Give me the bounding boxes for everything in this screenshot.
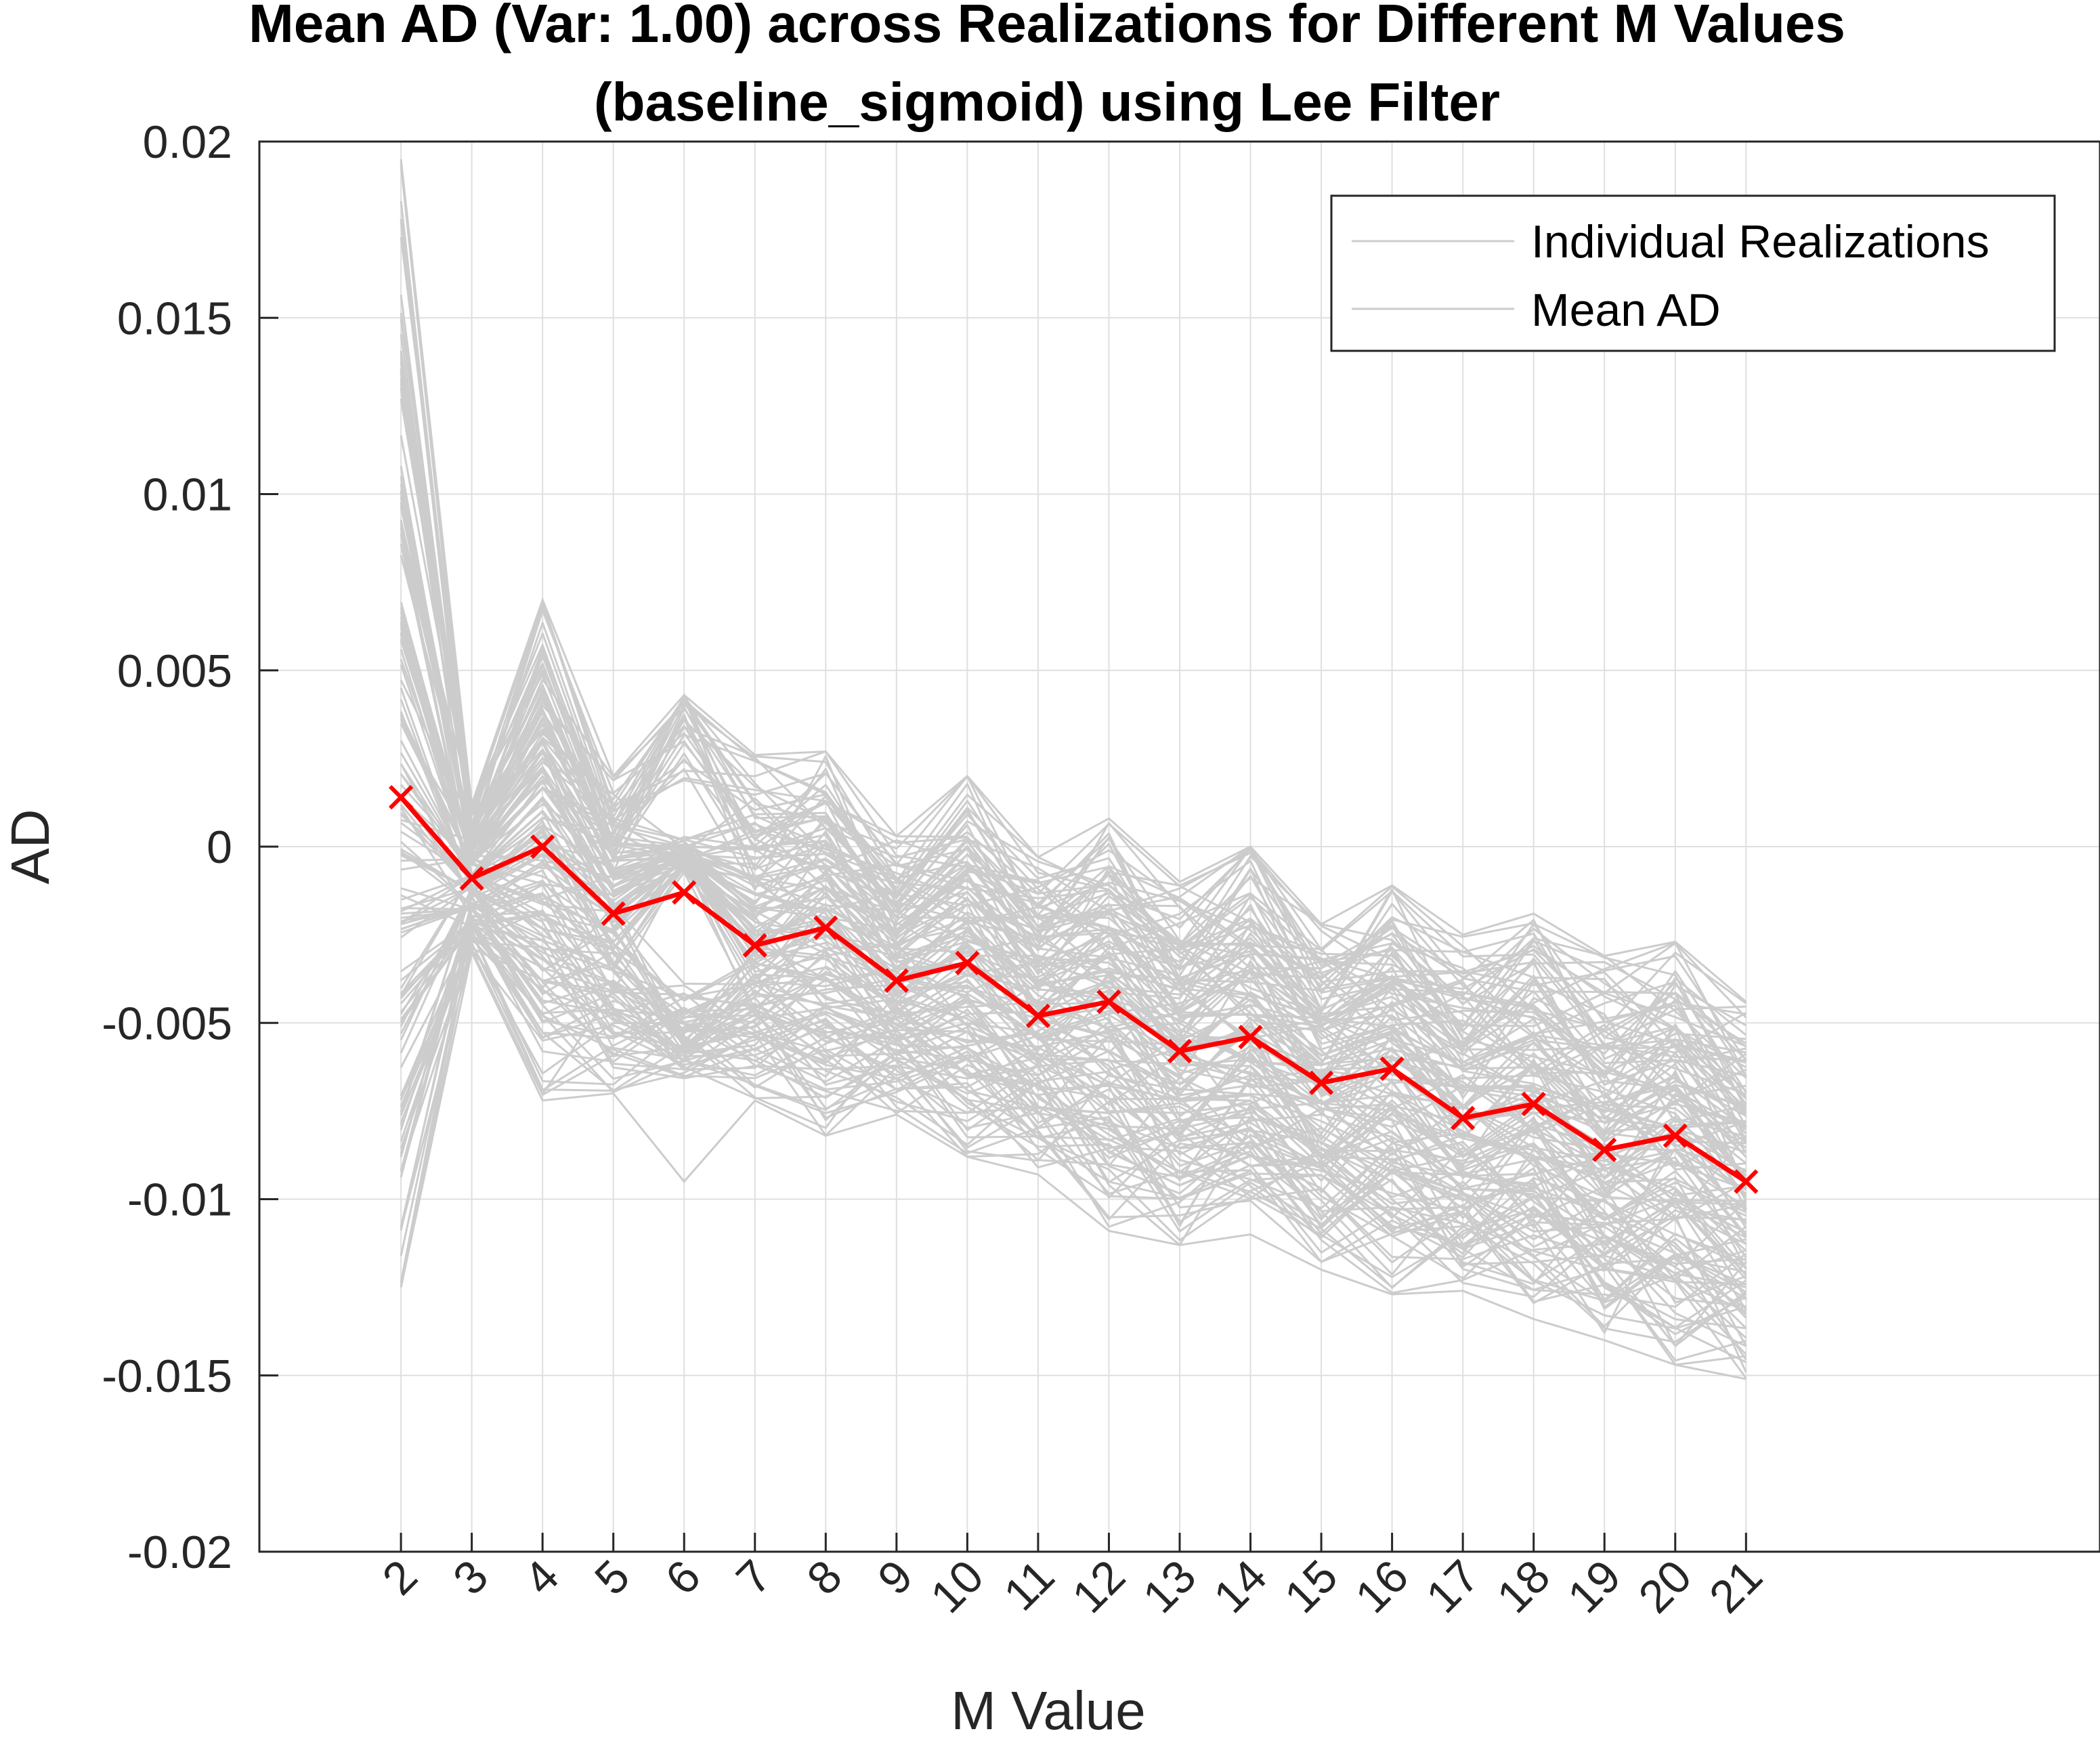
mean-ad-marker-stroke xyxy=(884,968,909,993)
realization-line xyxy=(400,353,1747,1100)
mean-ad-marker-stroke xyxy=(813,915,838,940)
realization-line xyxy=(400,398,1747,1061)
mean-ad-marker xyxy=(813,915,838,940)
realization-line xyxy=(400,740,1747,1229)
mean-ad-marker xyxy=(1025,1003,1051,1028)
realization-line xyxy=(400,813,1747,1222)
realization-line xyxy=(400,356,1747,1031)
mean-ad-marker-stroke xyxy=(672,880,697,905)
realization-line xyxy=(400,519,1747,1064)
mean-ad-marker-stroke xyxy=(1451,1105,1476,1130)
mean-ad-marker-stroke xyxy=(742,933,767,958)
mean-ad-marker xyxy=(1167,1038,1193,1064)
realization-line xyxy=(400,484,1747,1095)
mean-ad-marker xyxy=(742,933,767,958)
realization-line xyxy=(400,887,1747,1243)
y-tick-label: -0.02 xyxy=(127,1527,232,1578)
mean-ad-marker xyxy=(388,785,414,810)
mean-ad-marker-stroke xyxy=(1379,1056,1405,1082)
legend-label-mean-ad: Mean AD xyxy=(1531,284,1721,336)
mean-ad-marker xyxy=(955,950,980,975)
mean-ad-marker xyxy=(1734,1169,1759,1194)
realization-line xyxy=(401,857,1747,1221)
legend-box xyxy=(1330,194,2056,352)
legend-label-individual-realizations: Individual Realizations xyxy=(1531,216,1990,268)
realization-line xyxy=(400,794,1747,1197)
mean-ad-marker xyxy=(1663,1123,1688,1148)
mean-ad-marker xyxy=(459,866,484,891)
legend: Individual Realizations Mean AD xyxy=(1330,194,2056,352)
mean-ad-marker xyxy=(1592,1137,1617,1162)
mean-ad-marker-stroke xyxy=(459,866,484,891)
realization-line xyxy=(400,368,1747,1023)
y-tick-label: 0.005 xyxy=(117,645,232,697)
mean-ad-marker-stroke xyxy=(601,901,626,927)
mean-ad-marker-stroke xyxy=(955,950,980,975)
y-tick-label: 0.015 xyxy=(117,293,232,344)
realization-line xyxy=(400,435,1747,1069)
realization-line xyxy=(400,901,1747,1343)
mean-ad-marker-stroke xyxy=(530,834,555,860)
realization-line xyxy=(400,912,1747,1309)
realization-line xyxy=(400,848,1747,1171)
mean-ad-marker-stroke xyxy=(1238,1024,1263,1050)
realization-line xyxy=(400,534,1747,1104)
realization-line xyxy=(400,313,1747,1115)
realization-line xyxy=(400,905,1747,1293)
mean-ad-marker-stroke xyxy=(1592,1137,1617,1162)
mean-ad-marker-stroke xyxy=(1167,1038,1193,1064)
mean-ad-marker xyxy=(1308,1070,1334,1095)
mean-ad-marker xyxy=(1521,1091,1546,1117)
realization-line xyxy=(400,312,1747,1064)
chart-title-line-2: (baseline_sigmoid) using Lee Filter xyxy=(594,72,1500,132)
mean-ad-marker xyxy=(1379,1056,1405,1082)
mean-ad-marker-stroke xyxy=(1025,1003,1051,1028)
mean-ad-marker xyxy=(1451,1105,1476,1130)
realization-line xyxy=(400,909,1747,1361)
mean-ad-marker xyxy=(884,968,909,993)
mean-ad-marker xyxy=(1238,1024,1263,1050)
y-tick-label: 0 xyxy=(207,822,232,873)
individual-realizations xyxy=(400,158,1747,1380)
realization-line xyxy=(400,850,1747,1270)
y-tick-label: -0.015 xyxy=(102,1351,232,1402)
realization-line xyxy=(400,892,1747,1255)
realization-line-upper xyxy=(400,158,1747,1003)
realization-line-lower xyxy=(400,949,1747,1380)
mean-ad-marker-stroke xyxy=(1663,1123,1688,1148)
mean-ad-marker-stroke xyxy=(1096,989,1121,1015)
chart-title-line-1: Mean AD (Var: 1.00) across Realizations … xyxy=(249,0,1845,54)
mean-ad-marker-stroke xyxy=(1734,1169,1759,1194)
mean-ad-marker xyxy=(672,880,697,905)
mean-ad-marker-stroke xyxy=(1308,1070,1334,1095)
realization-line xyxy=(400,708,1747,1145)
y-tick-label: -0.01 xyxy=(127,1174,232,1226)
y-tick-label: -0.005 xyxy=(102,998,232,1049)
realization-line xyxy=(400,888,1747,1271)
mean-ad-marker xyxy=(601,901,626,927)
mean-ad-marker xyxy=(1096,989,1121,1015)
realization-line xyxy=(400,919,1747,1310)
y-tick-label: 0.02 xyxy=(143,116,232,168)
realization-line xyxy=(400,507,1747,1048)
realization-line xyxy=(400,383,1747,1048)
realization-line xyxy=(400,887,1747,1281)
y-axis-ticks: 0.02 0.015 0.01 0.005 0 -0.005 -0.01 -0.015 -0.0… xyxy=(102,116,278,1578)
mean-ad-marker xyxy=(530,834,555,860)
mean-ad-marker-stroke xyxy=(1521,1091,1546,1117)
mean-ad-series xyxy=(388,785,1759,1194)
y-axis-label: AD xyxy=(0,809,60,884)
mean-ad-marker-stroke xyxy=(388,785,414,810)
y-tick-label: 0.01 xyxy=(143,469,232,521)
realization-line xyxy=(400,848,1747,1246)
x-axis-label: M Value xyxy=(951,1680,1146,1737)
mean-ad-line xyxy=(399,795,1748,1184)
